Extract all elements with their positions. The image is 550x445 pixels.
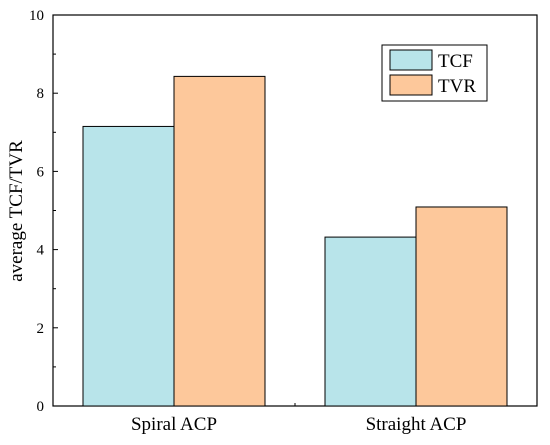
legend: TCF TVR bbox=[381, 44, 488, 102]
y-tick-label: 8 bbox=[37, 86, 45, 102]
legend-swatch-tvr bbox=[389, 74, 433, 96]
bars-group bbox=[82, 75, 508, 407]
bar-tvr-1 bbox=[415, 206, 508, 407]
y-tick-label: 10 bbox=[29, 8, 44, 24]
y-axis: 0 2 4 6 8 10 bbox=[29, 8, 58, 415]
bar-tcf-1 bbox=[324, 236, 417, 407]
legend-label-tvr: TVR bbox=[438, 76, 476, 97]
legend-label-tcf: TCF bbox=[438, 51, 473, 72]
bar-tvr-0 bbox=[173, 75, 266, 407]
bar-tcf-0 bbox=[82, 125, 175, 407]
y-tick-label: 6 bbox=[37, 164, 45, 180]
y-axis-label: average TCF/TVR bbox=[6, 140, 27, 282]
x-tick-label: Straight ACP bbox=[366, 414, 467, 435]
y-tick-label: 4 bbox=[37, 243, 45, 259]
y-tick-label: 0 bbox=[37, 399, 45, 415]
legend-swatch-tcf bbox=[389, 49, 433, 71]
x-axis: Spiral ACP Straight ACP bbox=[131, 401, 466, 435]
y-tick-label: 2 bbox=[37, 321, 45, 337]
x-tick-label: Spiral ACP bbox=[131, 414, 217, 435]
